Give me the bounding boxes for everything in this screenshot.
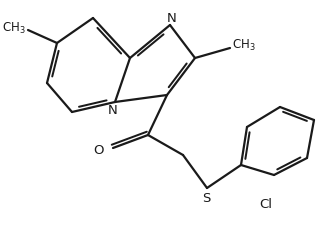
Text: N: N — [108, 104, 118, 117]
Text: Cl: Cl — [260, 199, 273, 212]
Text: N: N — [167, 12, 177, 25]
Text: CH$_3$: CH$_3$ — [232, 37, 256, 53]
Text: CH$_3$: CH$_3$ — [2, 20, 26, 36]
Text: O: O — [94, 143, 104, 156]
Text: S: S — [202, 191, 210, 204]
